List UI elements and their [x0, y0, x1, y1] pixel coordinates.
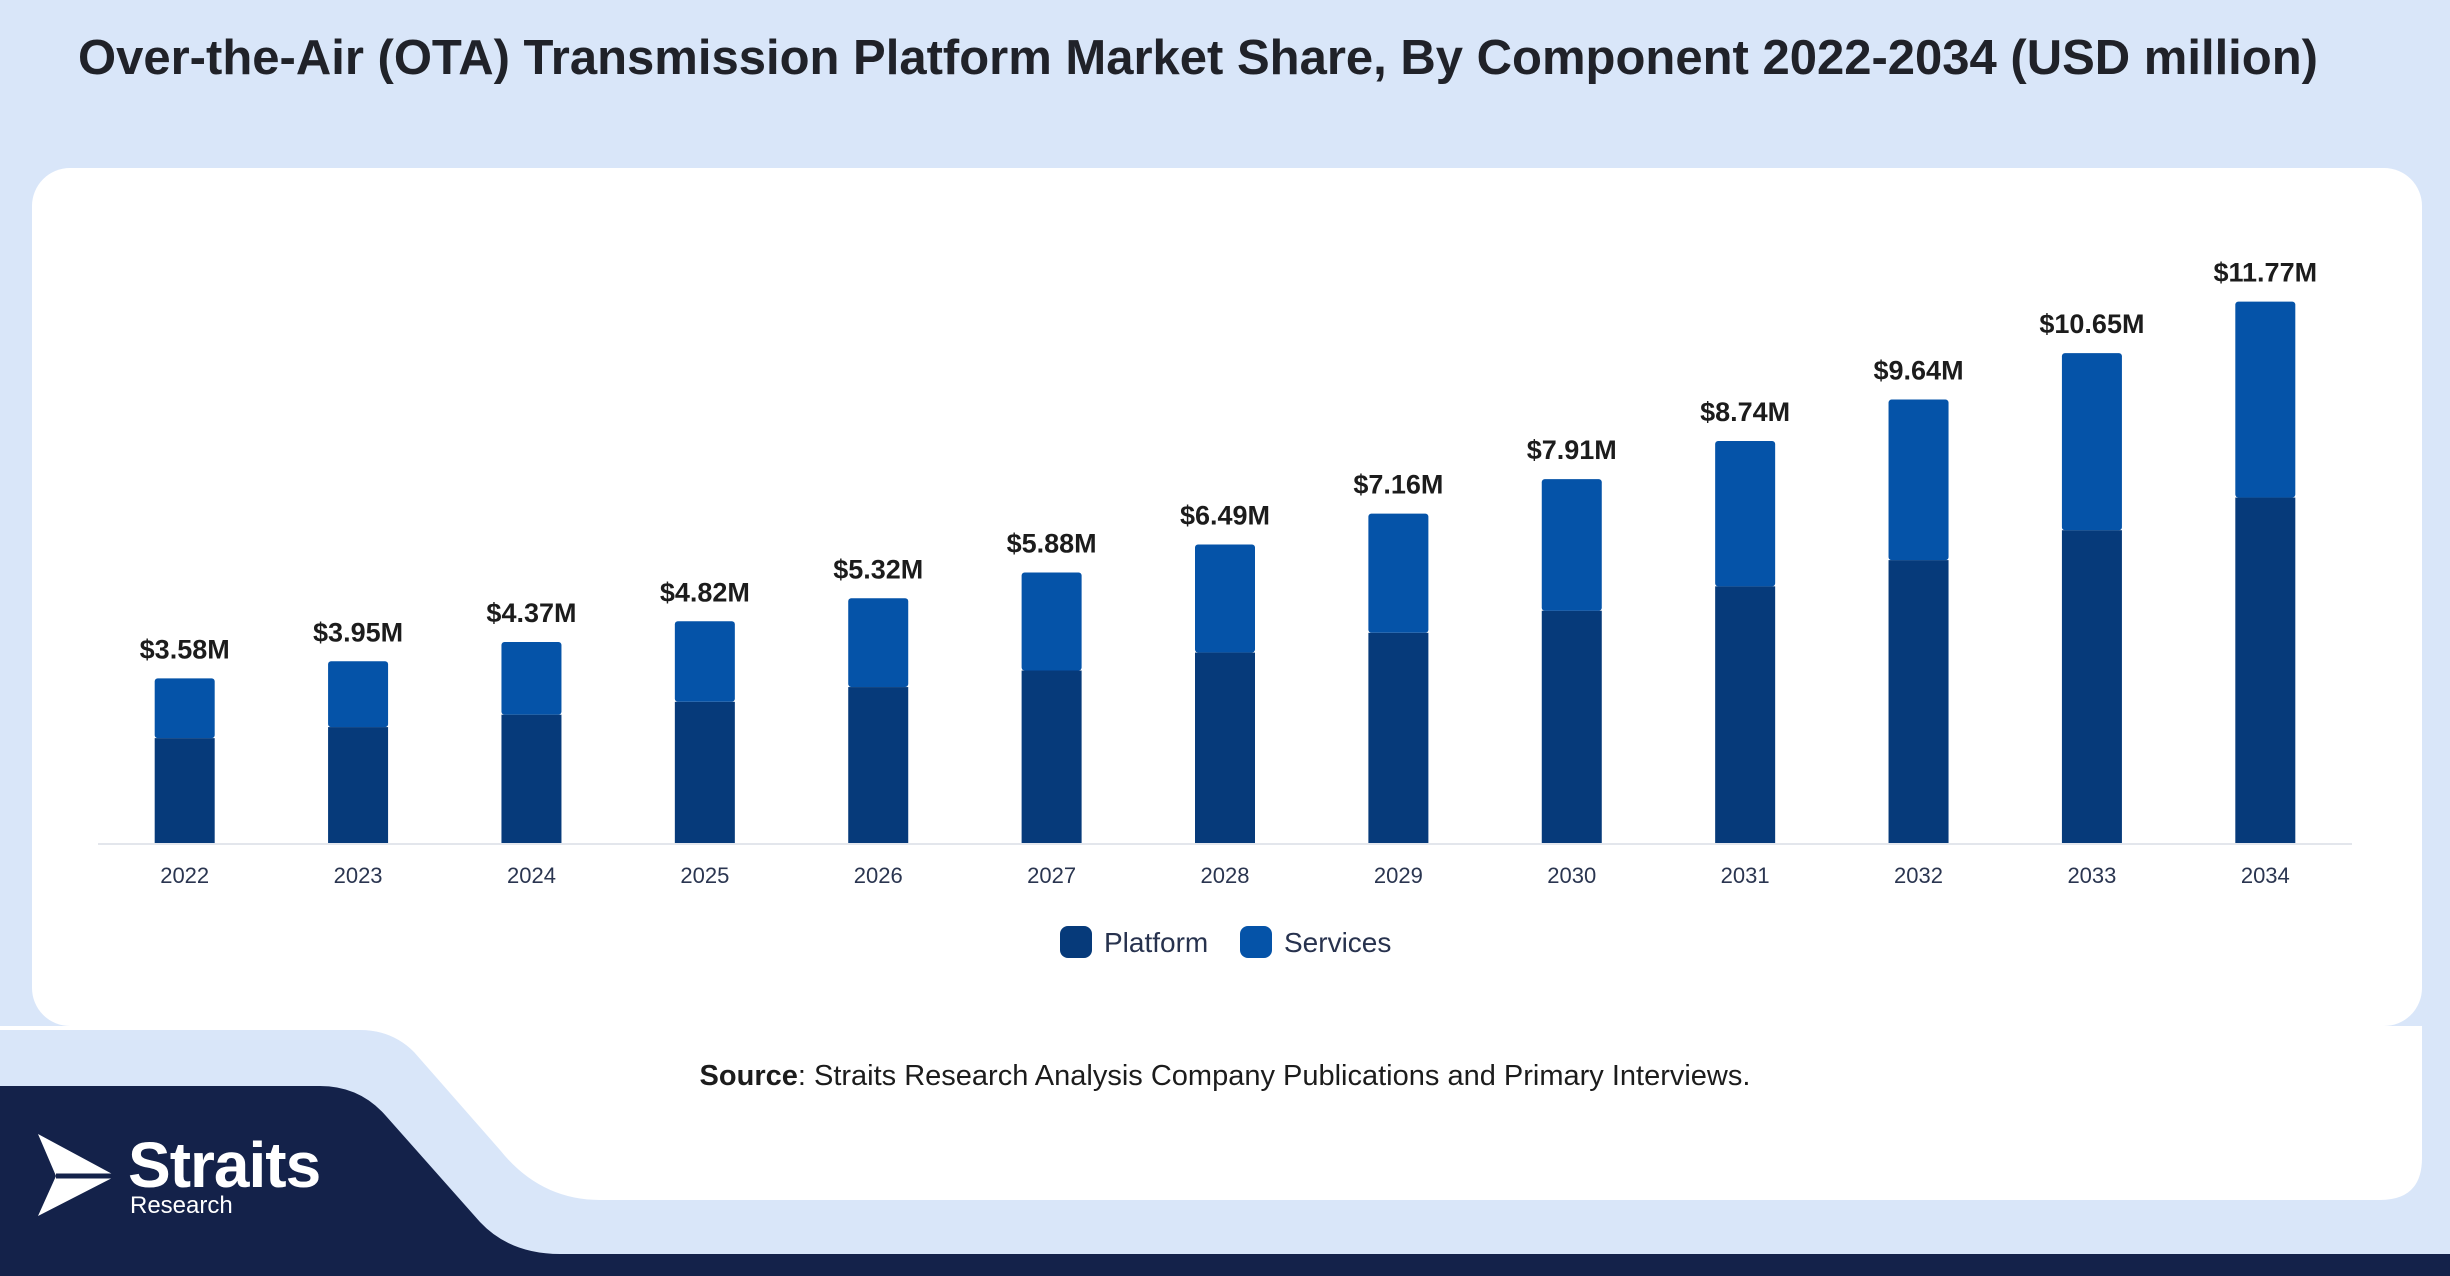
legend-label-services: Services [1284, 927, 1391, 958]
total-label-2030: $7.91M [1527, 435, 1617, 465]
page-title: Over-the-Air (OTA) Transmission Platform… [78, 31, 2318, 85]
bar-services-2031 [1715, 440, 1776, 587]
x-tick-label-2023: 2023 [334, 863, 383, 888]
x-tick-label-2026: 2026 [854, 863, 903, 888]
total-label-2026: $5.32M [833, 554, 923, 584]
x-tick-label-2022: 2022 [160, 863, 209, 888]
x-tick-label-2028: 2028 [1201, 863, 1250, 888]
bar-platform-2034 [2235, 497, 2296, 843]
x-tick-label-2030: 2030 [1547, 863, 1596, 888]
bar-services-2023 [328, 661, 389, 728]
x-tick-label-2024: 2024 [507, 863, 556, 888]
bar-platform-2029 [1368, 632, 1429, 843]
total-label-2023: $3.95M [313, 617, 403, 647]
bar-services-2024 [501, 641, 562, 715]
total-label-2032: $9.64M [1874, 356, 1964, 386]
bar-platform-2033 [2061, 530, 2122, 843]
bar-services-2030 [1541, 479, 1602, 611]
logo-wordmark: Straits [128, 1129, 321, 1201]
bar-platform-2025 [674, 701, 735, 843]
footer-navy-band [0, 1086, 2450, 1276]
source-text: : Straits Research Analysis Company Publ… [797, 1060, 1751, 1092]
bar-services-2025 [674, 621, 735, 702]
bar-services-2027 [1021, 572, 1082, 671]
legend-swatch-services [1240, 926, 1272, 958]
x-tick-label-2027: 2027 [1027, 863, 1076, 888]
x-tick-label-2029: 2029 [1374, 863, 1423, 888]
bar-platform-2023 [328, 727, 389, 843]
x-tick-label-2033: 2033 [2067, 863, 2116, 888]
source-line: Source: Straits Research Analysis Compan… [0, 1060, 2450, 1093]
bar-services-2029 [1368, 513, 1429, 633]
x-tick-label-2032: 2032 [1894, 863, 1943, 888]
total-label-2024: $4.37M [486, 598, 576, 628]
bar-platform-2030 [1541, 610, 1602, 843]
bar-services-2026 [848, 598, 909, 688]
total-label-2028: $6.49M [1180, 500, 1270, 530]
total-label-2031: $8.74M [1700, 397, 1790, 427]
x-tick-label-2025: 2025 [680, 863, 729, 888]
bar-platform-2022 [154, 738, 215, 843]
total-label-2022: $3.58M [140, 634, 230, 664]
bar-services-2033 [2061, 353, 2122, 531]
footer-card-extension [0, 1000, 2422, 1200]
straits-arrow-icon [38, 1134, 116, 1216]
x-tick-label-2034: 2034 [2241, 863, 2290, 888]
source-label: Source [699, 1060, 798, 1092]
bar-services-2032 [1888, 399, 1949, 561]
total-label-2034: $11.77M [2214, 258, 2318, 288]
bar-platform-2028 [1195, 652, 1255, 843]
total-label-2025: $4.82M [660, 577, 750, 607]
bar-services-2034 [2235, 301, 2296, 498]
x-tick-label-2031: 2031 [1721, 863, 1770, 888]
total-label-2029: $7.16M [1353, 470, 1443, 500]
legend-label-platform: Platform [1104, 927, 1208, 958]
legend-swatch-platform [1060, 926, 1092, 958]
bar-platform-2024 [501, 714, 562, 843]
bar-services-2022 [154, 678, 215, 739]
bar-platform-2026 [848, 687, 909, 843]
bar-platform-2031 [1715, 586, 1776, 843]
logo-subtitle: Research [130, 1192, 233, 1219]
total-label-2027: $5.88M [1007, 529, 1097, 559]
bar-platform-2027 [1021, 670, 1082, 843]
total-label-2033: $10.65M [2039, 309, 2144, 339]
bar-platform-2032 [1888, 560, 1949, 843]
bar-services-2028 [1195, 544, 1255, 653]
